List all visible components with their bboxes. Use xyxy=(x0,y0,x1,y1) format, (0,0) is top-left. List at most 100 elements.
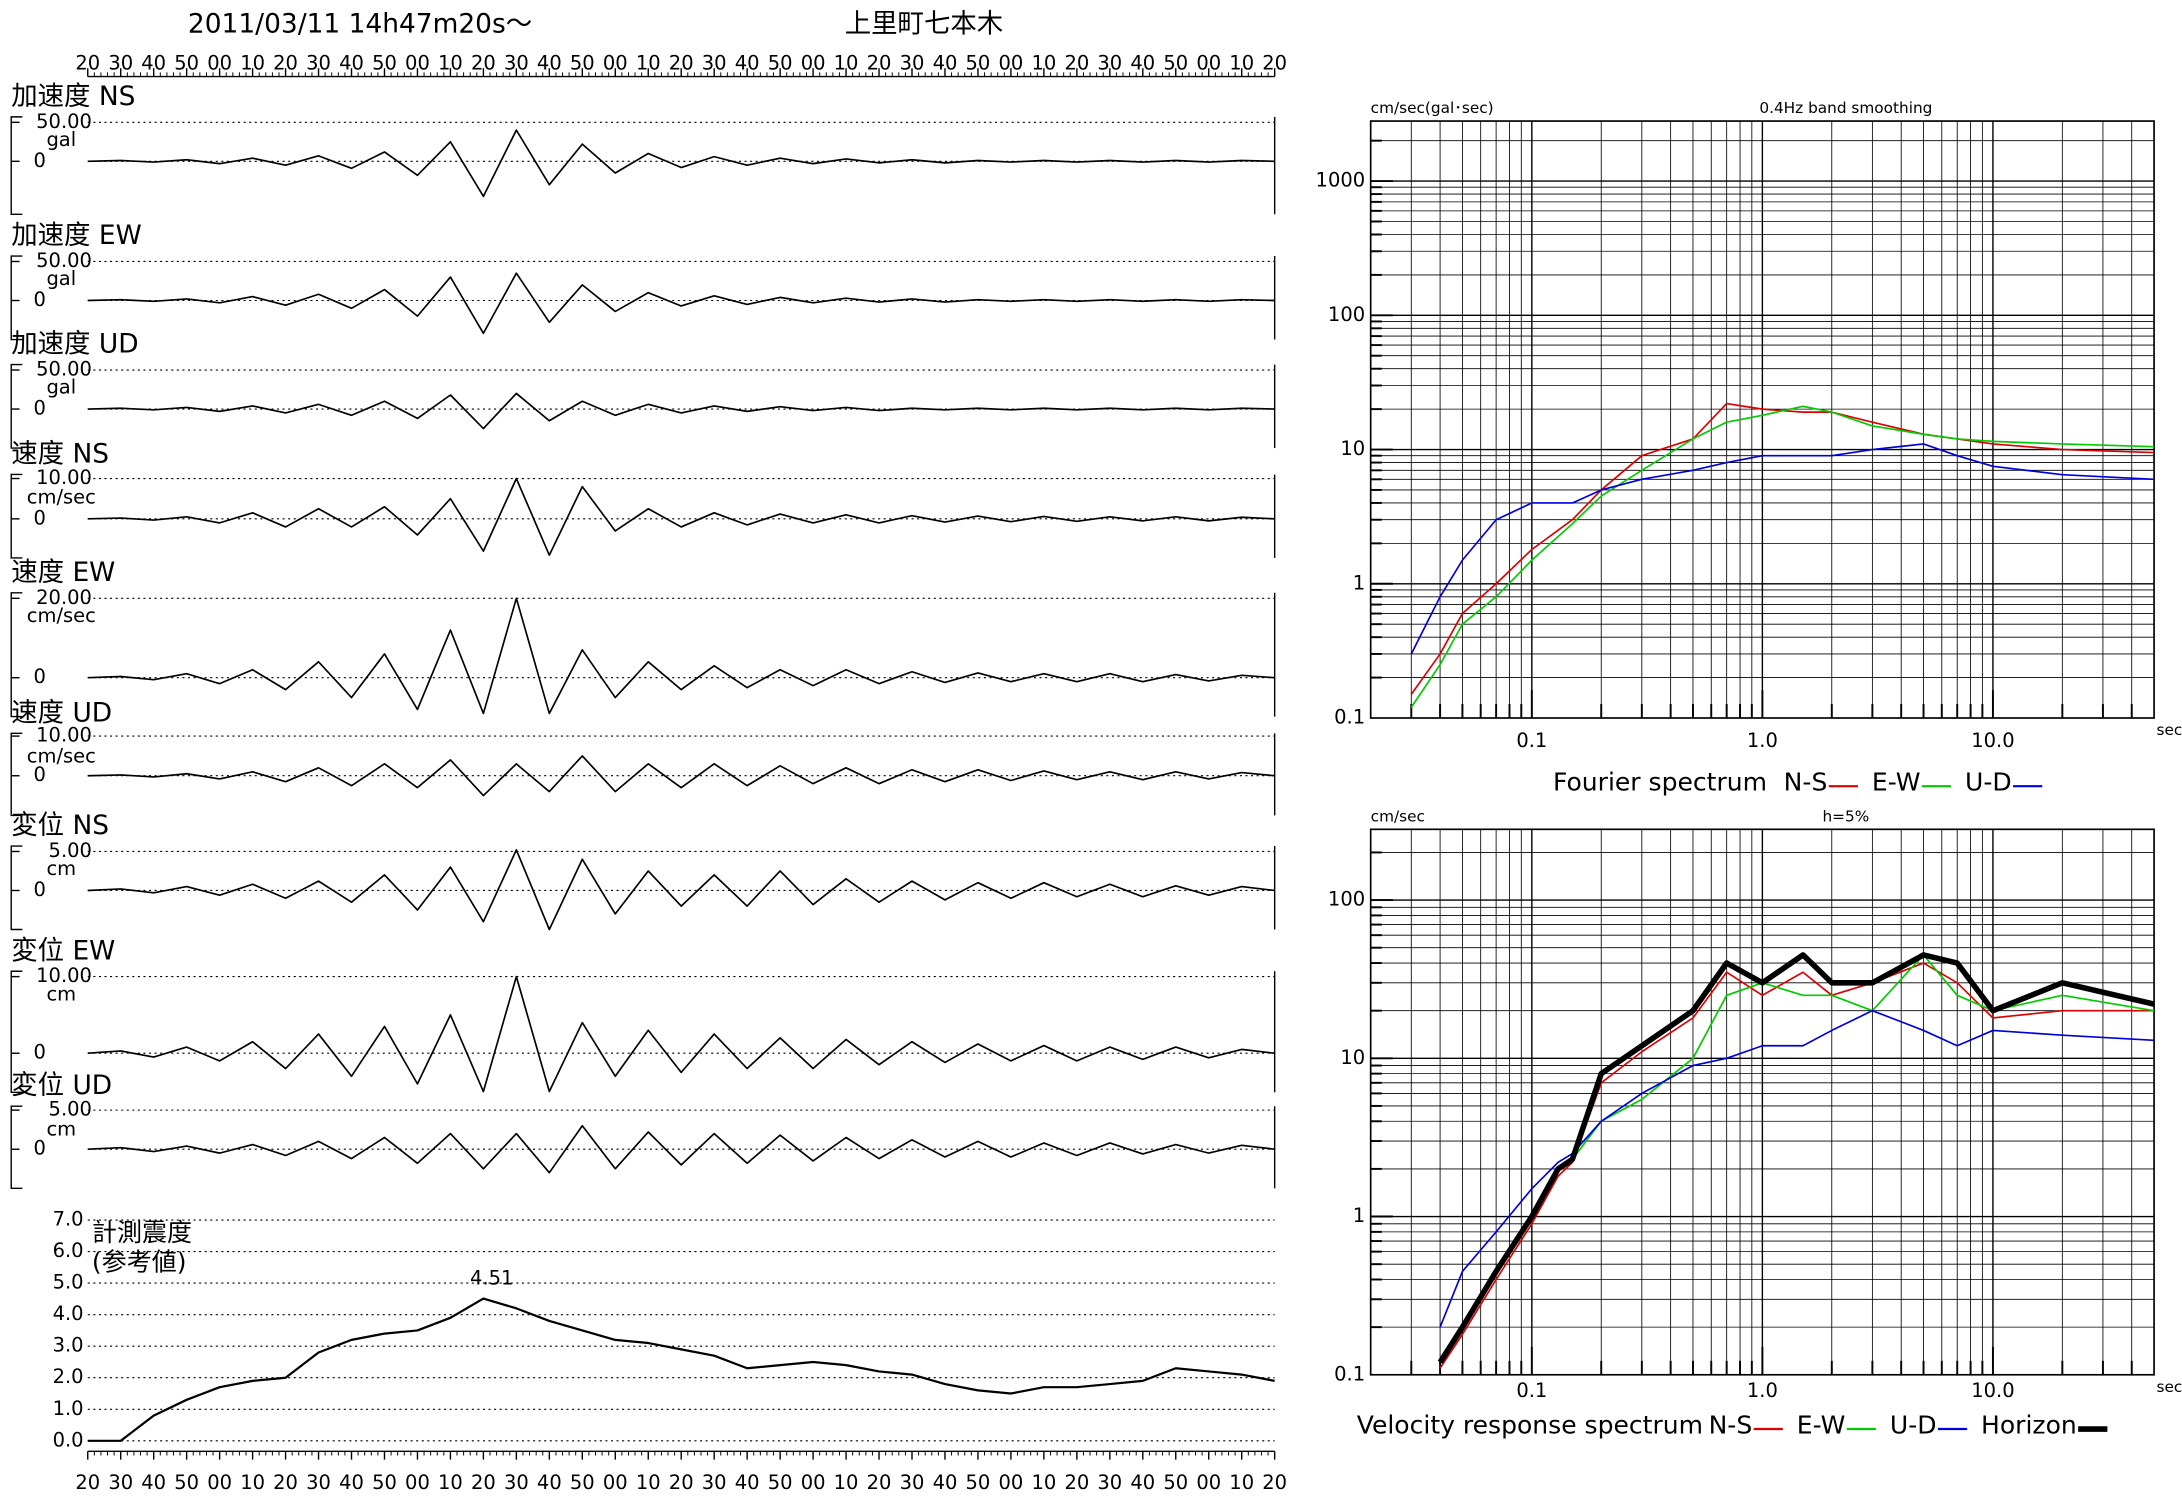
y-tick-label: 0.1 xyxy=(1334,705,1365,728)
unit-label: cm xyxy=(46,982,76,1005)
time-tick-label: 20 xyxy=(1262,52,1287,75)
waveform xyxy=(87,849,1275,931)
x-tick-label: 0.1 xyxy=(1516,1379,1547,1402)
legend-label: E-W xyxy=(1797,1410,1846,1439)
time-tick-label: 30 xyxy=(108,1471,133,1494)
unit-label: cm xyxy=(46,1117,76,1140)
time-tick-label: 20 xyxy=(273,1471,298,1494)
time-tick-label: 10 xyxy=(240,52,265,75)
time-tick-label: 40 xyxy=(735,52,760,75)
waveform xyxy=(87,1124,1275,1174)
panel-title: 加速度 NS xyxy=(11,81,135,112)
panel-bracket xyxy=(10,116,23,215)
spectrum-line xyxy=(1439,962,2155,1369)
time-tick-label: 50 xyxy=(372,52,397,75)
y-tick-label: 3.0 xyxy=(53,1334,84,1357)
time-tick-label: 20 xyxy=(867,52,892,75)
y-tick-label: 100 xyxy=(1328,888,1365,911)
panel-title: 変位 UD xyxy=(11,1070,112,1101)
time-tick-label: 50 xyxy=(570,1471,595,1494)
time-tick-label: 00 xyxy=(207,1471,232,1494)
time-tick-label: 20 xyxy=(1064,1471,1089,1494)
x-tick-label: 10.0 xyxy=(1971,1379,2014,1402)
legend-label: U-D xyxy=(1965,767,2012,796)
y-tick-label: 10.00 xyxy=(36,964,92,987)
time-tick-label: 10 xyxy=(636,1471,661,1494)
y-tick-label: 5.00 xyxy=(49,1098,92,1121)
y-tick-label: 0 xyxy=(33,1137,45,1160)
time-tick-label: 40 xyxy=(339,52,364,75)
y-tick-label: 1 xyxy=(1353,571,1365,594)
time-tick-label: 40 xyxy=(933,1471,958,1494)
y-tick-label: 50.00 xyxy=(36,358,92,381)
time-tick-label: 30 xyxy=(306,52,331,75)
y-tick-label: 0 xyxy=(33,149,45,172)
panel-bracket xyxy=(10,363,23,449)
panel-subtitle: (参考値) xyxy=(92,1247,187,1276)
peak-label: 4.51 xyxy=(470,1267,513,1290)
panel-bracket xyxy=(10,845,23,931)
time-tick-label: 10 xyxy=(1031,1471,1056,1494)
time-tick-label: 40 xyxy=(537,52,562,75)
time-tick-label: 00 xyxy=(999,1471,1024,1494)
panel-title: 加速度 UD xyxy=(11,329,138,360)
time-tick-label: 20 xyxy=(75,1471,100,1494)
time-tick-label: 10 xyxy=(834,1471,859,1494)
unit-label: gal xyxy=(46,128,76,151)
spectrum-line xyxy=(1437,952,2155,1364)
time-tick-label: 40 xyxy=(933,52,958,75)
time-tick-label: 50 xyxy=(174,52,199,75)
y-tick-label: 0 xyxy=(33,878,45,901)
waveform xyxy=(87,755,1275,797)
time-tick-label: 10 xyxy=(240,1471,265,1494)
time-tick-label: 00 xyxy=(405,1471,430,1494)
time-tick-label: 30 xyxy=(900,52,925,75)
time-tick-label: 00 xyxy=(603,52,628,75)
x-tick-label: 1.0 xyxy=(1747,1379,1778,1402)
x-axis-label: sec xyxy=(2156,1378,2182,1396)
time-tick-label: 10 xyxy=(1229,1471,1254,1494)
time-tick-label: 50 xyxy=(966,1471,991,1494)
waveform xyxy=(87,975,1275,1093)
y-tick-label: 50.00 xyxy=(36,249,92,272)
legend-label: U-D xyxy=(1890,1410,1937,1439)
chart-title: Velocity response spectrum xyxy=(1357,1410,1703,1439)
panel-bracket xyxy=(10,970,23,1093)
legend-label: E-W xyxy=(1872,767,1921,796)
time-tick-label: 50 xyxy=(174,1471,199,1494)
y-axis-label: cm/sec xyxy=(1371,807,1425,825)
time-tick-label: 40 xyxy=(537,1471,562,1494)
y-tick-label: 1000 xyxy=(1316,169,1366,192)
time-tick-label: 20 xyxy=(1262,1471,1287,1494)
panel-bracket xyxy=(10,592,23,718)
panel-title: 加速度 EW xyxy=(11,220,141,251)
time-tick-label: 00 xyxy=(207,52,232,75)
time-tick-label: 50 xyxy=(1163,52,1188,75)
time-tick-label: 40 xyxy=(1130,52,1155,75)
legend-label: Horizon xyxy=(1981,1410,2077,1439)
y-tick-label: 5.0 xyxy=(53,1271,84,1294)
waveform xyxy=(87,477,1275,556)
x-tick-label: 10.0 xyxy=(1971,729,2014,752)
y-tick-label: 20.00 xyxy=(36,586,92,609)
panel-title: 変位 EW xyxy=(11,935,115,966)
unit-label: cm/sec xyxy=(27,744,96,767)
time-tick-label: 10 xyxy=(438,52,463,75)
time-tick-label: 50 xyxy=(768,1471,793,1494)
y-tick-label: 0 xyxy=(33,506,45,529)
y-tick-label: 0 xyxy=(33,763,45,786)
y-tick-label: 6.0 xyxy=(53,1239,84,1262)
time-tick-label: 10 xyxy=(834,52,859,75)
y-tick-label: 100 xyxy=(1328,303,1365,326)
time-tick-label: 20 xyxy=(75,52,100,75)
time-tick-label: 50 xyxy=(570,52,595,75)
time-tick-label: 20 xyxy=(669,52,694,75)
panel-bracket xyxy=(10,732,23,817)
time-tick-label: 30 xyxy=(1097,1471,1122,1494)
time-tick-label: 50 xyxy=(966,52,991,75)
time-tick-label: 30 xyxy=(108,52,133,75)
time-tick-label: 10 xyxy=(438,1471,463,1494)
unit-label: cm xyxy=(46,857,76,880)
y-tick-label: 1 xyxy=(1353,1204,1365,1227)
time-tick-label: 30 xyxy=(1097,52,1122,75)
